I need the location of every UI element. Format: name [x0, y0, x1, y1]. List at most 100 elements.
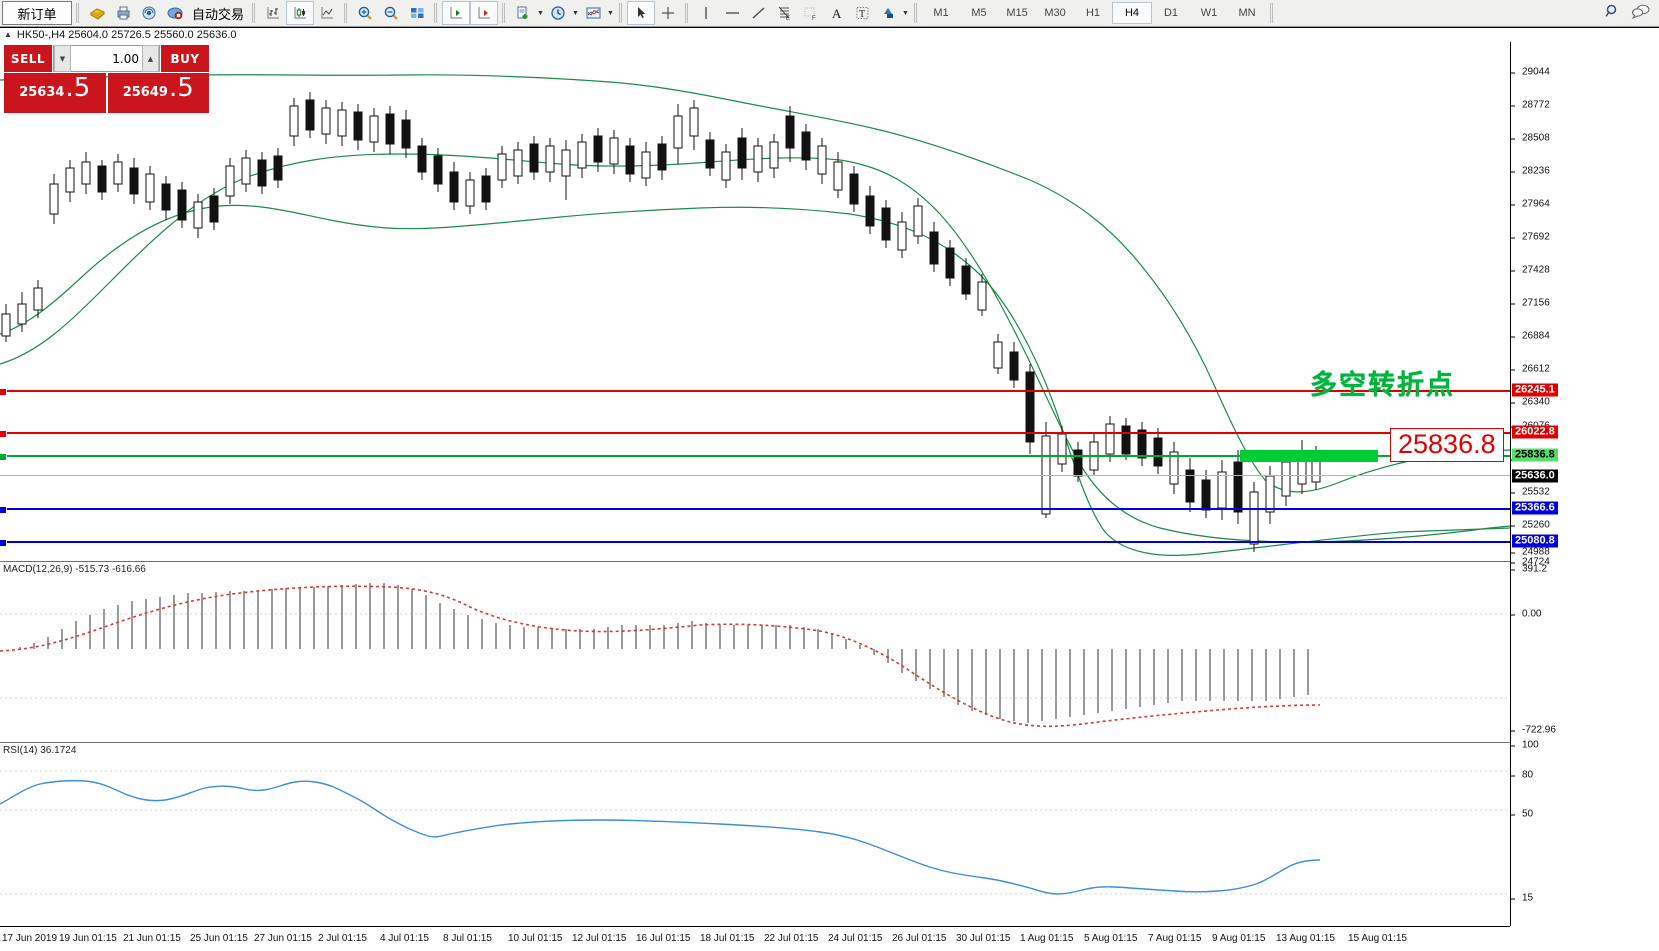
text-label-icon[interactable]: T — [849, 2, 875, 24]
x-tick: 25 Jun 01:15 — [190, 933, 248, 944]
zoom-in-icon[interactable] — [352, 2, 378, 24]
crosshair-icon[interactable] — [655, 2, 681, 24]
sell-price-decimal: .5 — [65, 73, 91, 103]
bollinger-middle-band — [0, 153, 1510, 543]
fibo-fan-icon[interactable]: F — [797, 2, 823, 24]
buy-price-integer: 25649 — [122, 85, 168, 100]
chevron-down-icon[interactable]: ▼ — [537, 9, 544, 17]
macd-tick-zero: 0.00 — [1511, 609, 1541, 620]
price-label-26245[interactable]: 26245.1 — [1512, 383, 1558, 397]
timeframe-m1[interactable]: M1 — [933, 7, 949, 19]
trade-panel-top: SELL ▼ 1.00 ▲ BUY — [4, 45, 209, 72]
auto-scroll-icon[interactable] — [470, 1, 499, 25]
cursor-icon[interactable] — [627, 1, 656, 25]
timeframe-m30[interactable]: M30 — [1044, 7, 1066, 19]
resistance-line-26245[interactable] — [0, 388, 1510, 396]
timeframe-h1[interactable]: H1 — [1085, 7, 1101, 19]
pivot-line-25836[interactable] — [0, 453, 1510, 461]
pivot-annotation-text: 多空转折点 — [1310, 370, 1455, 401]
candles-icon[interactable] — [84, 2, 110, 24]
line-chart-icon[interactable] — [314, 2, 340, 24]
new-chart-icon[interactable] — [510, 2, 536, 24]
timeframe-mn[interactable]: MN — [1238, 7, 1256, 19]
rsi-svg — [0, 770, 1510, 895]
bar-chart-icon[interactable] — [260, 2, 286, 24]
autotrading-button[interactable]: 自动交易 — [192, 7, 245, 23]
pivot-highlight-bar[interactable] — [1240, 450, 1378, 462]
y-tick: 24724 — [1511, 557, 1550, 568]
y-tick: 25532 — [1511, 487, 1550, 498]
horizontal-line-icon[interactable] — [719, 2, 745, 24]
zoom-out-icon[interactable] — [378, 2, 404, 24]
x-tick: 16 Jul 01:15 — [636, 933, 691, 944]
new-order-button[interactable]: 新订单 — [2, 1, 72, 25]
x-tick: 12 Jul 01:15 — [572, 933, 627, 944]
rsi-tick-80: 80 — [1511, 770, 1533, 781]
timeframe-m5[interactable]: M5 — [971, 7, 987, 19]
toolbar-separator — [619, 3, 624, 23]
volume-increase-button[interactable]: ▲ — [142, 45, 159, 72]
chevron-down-icon[interactable]: ▼ — [607, 9, 614, 17]
volume-decrease-button[interactable]: ▼ — [54, 45, 71, 72]
collapse-icon[interactable]: ▲ — [4, 30, 12, 39]
macd-pane[interactable]: MACD(12,26,9) -515.73 -616.66 — [0, 563, 1510, 739]
x-tick: 9 Aug 01:15 — [1212, 933, 1266, 944]
rsi-pane[interactable]: RSI(14) 36.1724 — [0, 744, 1510, 926]
price-label-25836[interactable]: 25836.8 — [1512, 448, 1558, 462]
sell-button[interactable]: SELL — [4, 45, 52, 72]
sell-price[interactable]: 25634 .5 — [4, 73, 106, 113]
price-plot-area[interactable] — [0, 42, 1510, 561]
macd-label: MACD(12,26,9) -515.73 -616.66 — [3, 564, 146, 575]
price-axis[interactable]: 29044 28772 28508 28236 27964 27692 2742… — [1510, 42, 1659, 926]
indicators-icon[interactable] — [580, 2, 606, 24]
text-icon[interactable]: A — [823, 2, 849, 24]
price-label-25366[interactable]: 25366.6 — [1512, 501, 1558, 515]
fibo-icon[interactable]: E — [771, 2, 797, 24]
search-icon[interactable] — [1604, 3, 1621, 24]
chat-icon[interactable] — [1631, 3, 1651, 24]
rsi-tick-15: 15 — [1511, 893, 1533, 904]
price-label-current[interactable]: 25636.0 — [1512, 469, 1558, 483]
y-tick: 27964 — [1511, 199, 1550, 210]
chevron-down-icon[interactable]: ▼ — [902, 9, 909, 17]
svg-text:A: A — [832, 6, 842, 21]
signals-icon[interactable] — [136, 2, 162, 24]
pane-separator-macd — [0, 561, 1510, 562]
price-label-25080[interactable]: 25080.8 — [1512, 534, 1558, 548]
x-tick: 26 Jul 01:15 — [892, 933, 947, 944]
chart-shift-icon[interactable] — [442, 1, 471, 25]
toolbar-separator — [76, 3, 80, 23]
timeframe-w1[interactable]: W1 — [1200, 7, 1218, 19]
rsi-label: RSI(14) 36.1724 — [3, 745, 77, 756]
candlestick-chart-icon[interactable] — [286, 1, 315, 25]
price-chart-svg — [0, 74, 1510, 556]
resistance-line-26022[interactable] — [0, 430, 1510, 438]
volume-stepper[interactable]: ▼ 1.00 ▲ — [53, 45, 160, 72]
chevron-down-icon[interactable]: ▼ — [572, 9, 579, 17]
buy-button[interactable]: BUY — [161, 45, 209, 72]
market-icon[interactable] — [162, 2, 188, 24]
trendline-icon[interactable] — [745, 2, 771, 24]
vertical-line-icon[interactable] — [693, 2, 719, 24]
price-label-26022[interactable]: 26022.8 — [1512, 425, 1558, 439]
support-line-25366[interactable] — [0, 506, 1510, 514]
volume-value[interactable]: 1.00 — [112, 51, 139, 66]
print-icon[interactable] — [110, 2, 136, 24]
x-tick: 7 Aug 01:15 — [1148, 933, 1202, 944]
x-tick: 24 Jul 01:15 — [828, 933, 883, 944]
period-icon[interactable] — [545, 2, 571, 24]
timeframe-m15[interactable]: M15 — [1006, 7, 1028, 19]
support-line-25080[interactable] — [0, 539, 1510, 547]
timeframe-d1[interactable]: D1 — [1163, 7, 1179, 19]
tile-windows-icon[interactable] — [404, 2, 430, 24]
buy-price-decimal: .5 — [168, 73, 194, 103]
buy-price[interactable]: 25649 .5 — [107, 73, 209, 113]
time-axis[interactable]: 17 Jun 2019 19 Jun 01:15 21 Jun 01:15 25… — [0, 926, 1510, 951]
macd-histogram — [19, 583, 1309, 723]
chart-header: ▲ HK50-,H4 25604.0 25726.5 25560.0 25636… — [0, 28, 237, 41]
toolbar-separator — [434, 3, 439, 23]
shapes-icon[interactable] — [875, 2, 901, 24]
y-tick: 29044 — [1511, 67, 1550, 78]
timeframe-h4[interactable]: H4 — [1112, 2, 1153, 24]
main-toolbar: 新订单 自动交易 ▼ ▼ — [0, 0, 1659, 27]
